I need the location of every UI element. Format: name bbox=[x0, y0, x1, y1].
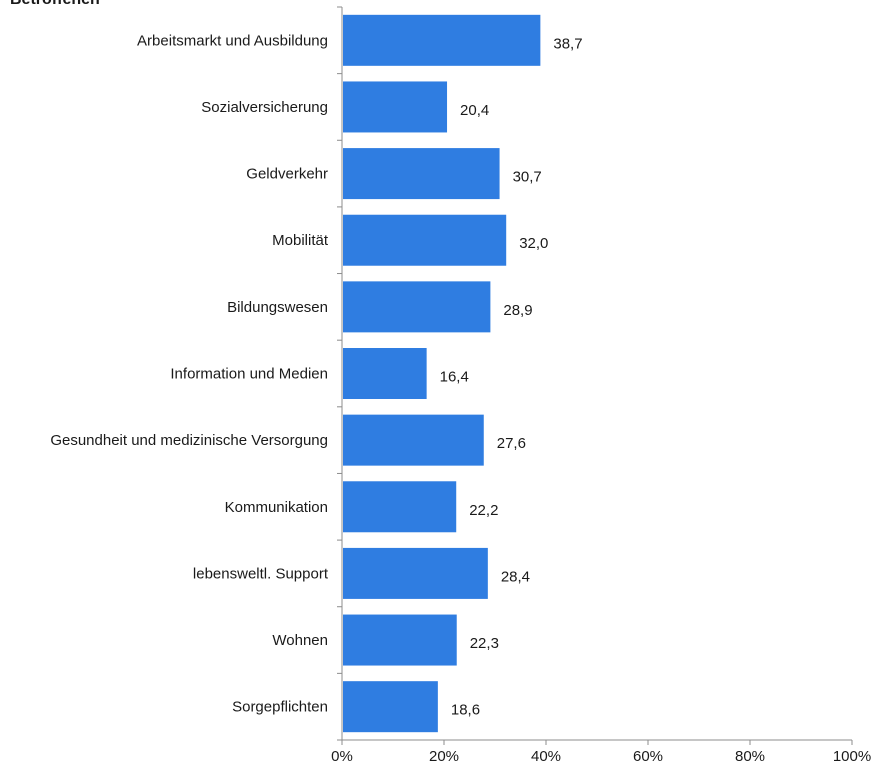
category-label: Gesundheit und medizinische Versorgung bbox=[50, 432, 328, 449]
bar bbox=[343, 681, 438, 733]
value-label: 28,9 bbox=[503, 302, 532, 319]
axes-group: 0% 20% 40% 60% 80% 100% bbox=[331, 6, 871, 765]
value-label: 22,3 bbox=[470, 635, 499, 652]
bar bbox=[343, 481, 457, 533]
value-label: 30,7 bbox=[513, 169, 542, 186]
bar bbox=[343, 547, 488, 599]
category-label: Sorgepflichten bbox=[232, 699, 328, 716]
value-label: 16,4 bbox=[440, 369, 469, 386]
x-tick-label: 80% bbox=[735, 748, 765, 765]
value-label: 27,6 bbox=[497, 435, 526, 452]
value-labels-group: 38,7 20,4 30,7 32,0 28,9 16,4 27,6 22,2 28,4 22,3… bbox=[440, 35, 583, 718]
category-label: Sozialversicherung bbox=[201, 99, 328, 116]
bar bbox=[343, 14, 541, 66]
bar bbox=[343, 414, 484, 466]
x-tick-label: 40% bbox=[531, 748, 561, 765]
bar bbox=[343, 148, 500, 200]
category-label: lebensweltl. Support bbox=[193, 565, 329, 582]
category-label: Information und Medien bbox=[170, 366, 328, 383]
chart-title: Betroffenen bbox=[10, 0, 100, 8]
bar bbox=[343, 348, 427, 399]
bars-group bbox=[343, 14, 541, 733]
category-label: Geldverkehr bbox=[246, 166, 328, 183]
value-label: 18,6 bbox=[451, 702, 480, 719]
bar bbox=[343, 281, 491, 333]
category-label: Arbeitsmarkt und Ausbildung bbox=[137, 32, 328, 49]
category-labels-group: Arbeitsmarkt und Ausbildung Sozialversich… bbox=[50, 32, 329, 715]
x-tick-label: 0% bbox=[331, 748, 353, 765]
category-label: Kommunikation bbox=[225, 499, 328, 516]
x-tick-label: 20% bbox=[429, 748, 459, 765]
x-tick-label: 100% bbox=[833, 748, 871, 765]
x-tick-label: 60% bbox=[633, 748, 663, 765]
value-label: 20,4 bbox=[460, 102, 489, 119]
category-label: Bildungswesen bbox=[227, 299, 328, 316]
value-label: 28,4 bbox=[501, 568, 530, 585]
bar bbox=[343, 614, 457, 666]
value-label: 22,2 bbox=[469, 502, 498, 519]
bar bbox=[343, 214, 507, 266]
value-label: 38,7 bbox=[553, 35, 582, 52]
category-label: Wohnen bbox=[272, 632, 328, 649]
bar bbox=[343, 81, 448, 133]
value-label: 32,0 bbox=[519, 235, 548, 252]
category-label: Mobilität bbox=[272, 232, 329, 249]
